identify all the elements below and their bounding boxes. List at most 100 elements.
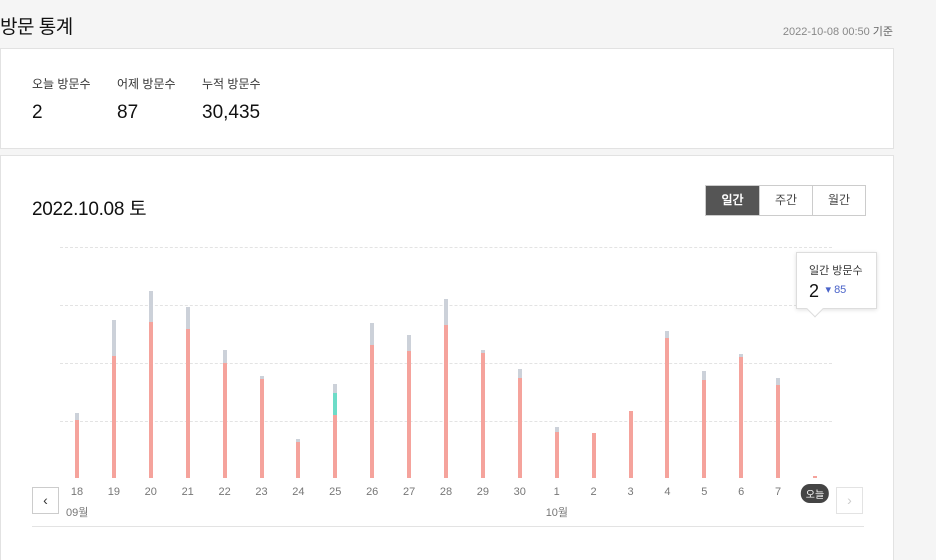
bar-segment: [370, 344, 375, 478]
bar-segment: [407, 334, 412, 351]
bar-24[interactable]: [296, 246, 301, 478]
x-tick-label: 25: [329, 486, 342, 498]
updated-timestamp: 2022-10-08 00:50 기준: [783, 23, 893, 39]
bar-6[interactable]: [739, 246, 744, 478]
x-tick-label: 28: [439, 486, 453, 498]
x-tick-label: 19: [107, 486, 121, 498]
stat-today: 오늘 방문수 2: [32, 75, 91, 124]
bar-segment: [185, 328, 190, 478]
bar-segment: [517, 378, 522, 478]
bar-segment: [296, 438, 301, 442]
updated-time: 2022-10-08 00:50: [782, 26, 870, 38]
bar-segment: [111, 319, 116, 356]
tab-daily[interactable]: 일간: [706, 186, 759, 215]
triangle-down-icon: ▾: [825, 284, 831, 296]
bar-27[interactable]: [407, 246, 412, 478]
chart-date-title: 2022.10.08 토: [32, 199, 147, 220]
stat-total-value: 30,435: [202, 102, 261, 123]
bar-29[interactable]: [480, 246, 485, 478]
chevron-left-icon: ‹: [43, 492, 48, 508]
period-tabs: 일간 주간 월간: [705, 185, 866, 216]
x-tick-label: 7: [775, 486, 782, 498]
chevron-right-icon: ›: [847, 492, 852, 508]
tab-monthly[interactable]: 월간: [812, 186, 865, 215]
bar-segment: [370, 322, 375, 345]
tooltip-delta-value: 85: [834, 284, 847, 296]
stat-yesterday: 어제 방문수 87: [117, 75, 176, 124]
stat-total: 누적 방문수 30,435: [202, 75, 261, 124]
x-tick-label: 5: [701, 486, 708, 498]
bar-1[interactable]: [554, 246, 559, 478]
x-tick-label: 20: [144, 486, 157, 498]
bar-21[interactable]: [185, 246, 190, 478]
bar-segment: [333, 393, 338, 416]
tooltip-delta: ▾ 85: [825, 284, 846, 296]
bar-segment: [665, 330, 670, 338]
bar-segment: [591, 432, 596, 478]
bar-segment: [702, 371, 707, 381]
bar-segment: [75, 413, 79, 420]
bar-20[interactable]: [148, 246, 153, 478]
x-tick-label: 4: [664, 486, 671, 498]
bar-4[interactable]: [665, 246, 670, 478]
summary-card: 오늘 방문수 2 어제 방문수 87 누적 방문수 30,435: [0, 48, 894, 149]
bar-segment: [296, 441, 301, 478]
bar-segment: [517, 369, 522, 379]
bar-28[interactable]: [444, 246, 448, 478]
bar-segment: [333, 384, 338, 394]
bar-segment: [444, 299, 448, 325]
bar-오늘[interactable]: [813, 246, 817, 478]
x-tick-label: 30: [513, 486, 526, 498]
bar-30[interactable]: [517, 246, 522, 478]
bar-18[interactable]: [75, 246, 79, 478]
bar-segment: [480, 352, 485, 478]
tab-weekly[interactable]: 주간: [759, 186, 812, 215]
bar-5[interactable]: [702, 246, 707, 478]
bar-22[interactable]: [222, 246, 227, 478]
tooltip-label: 일간 방문수: [809, 265, 863, 277]
bar-3[interactable]: [628, 246, 633, 478]
x-tick-label: 23: [255, 486, 268, 498]
bar-25[interactable]: [333, 246, 338, 478]
bar-segment: [148, 321, 153, 478]
bar-7[interactable]: [776, 246, 781, 478]
bar-segment: [776, 378, 781, 386]
bar-segment: [407, 350, 412, 478]
x-tick-label: 2: [590, 486, 597, 498]
bar-segment: [480, 349, 485, 353]
bar-2[interactable]: [591, 246, 596, 478]
next-period-button[interactable]: ›: [836, 487, 863, 514]
month-label-sep: 09월: [66, 507, 89, 519]
bar-segment: [148, 291, 153, 322]
axis-divider: [32, 526, 864, 527]
bar-segment: [111, 355, 116, 478]
bar-segment: [222, 349, 227, 364]
bar-segment: [444, 324, 448, 478]
x-tick-label: 29: [476, 486, 490, 498]
bar-segment: [702, 380, 707, 478]
bar-23[interactable]: [259, 246, 264, 478]
x-tick-label[interactable]: 오늘: [800, 484, 830, 503]
x-axis-labels: 18 19 20 21 22 23 24 25 26 27 28 29 30 1 2 3 4 5 6 7 오늘: [1, 484, 895, 506]
bar-segment: [333, 415, 338, 478]
bar-26[interactable]: [370, 246, 375, 478]
bar-segment: [739, 356, 744, 478]
x-tick-label: 24: [292, 486, 305, 498]
bar-chart-plot: [60, 246, 832, 478]
tooltip-value: 2: [809, 281, 820, 301]
bar-segment: [259, 376, 264, 380]
bar-segment: [776, 385, 781, 478]
x-tick-label: 22: [218, 486, 231, 498]
chart-card: 2022.10.08 토 일간 주간 월간 18 19 20 21 22 23 24 25 26…: [0, 155, 894, 560]
tooltip-daily-visits: 일간 방문수 2 ▾ 85: [796, 252, 877, 318]
stat-yesterday-value: 87: [117, 102, 139, 123]
x-tick-label: 3: [627, 486, 634, 498]
bar-segment: [665, 337, 670, 478]
bar-segment: [554, 426, 559, 432]
prev-period-button[interactable]: ‹: [32, 487, 59, 514]
bar-segment: [739, 353, 744, 357]
stat-total-label: 누적 방문수: [202, 77, 261, 91]
x-tick-label: 27: [402, 486, 416, 498]
x-tick-label: 1: [553, 486, 560, 498]
bar-19[interactable]: [111, 246, 116, 478]
